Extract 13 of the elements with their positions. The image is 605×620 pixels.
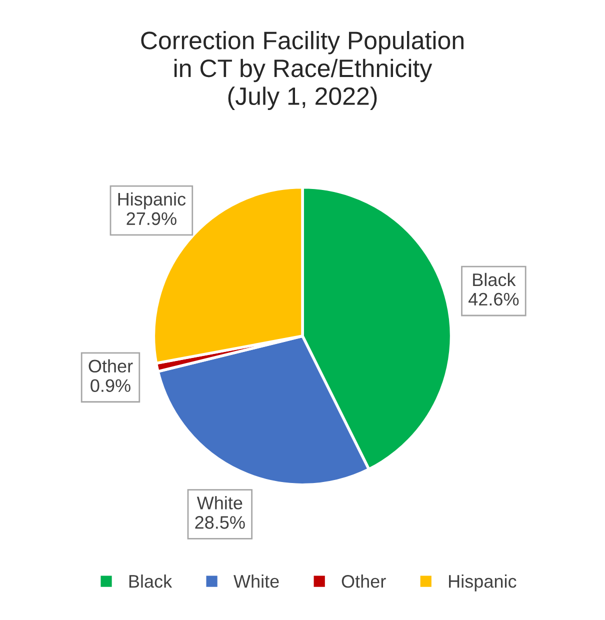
legend-label: Other	[342, 574, 386, 588]
slice-label: Hispanic	[118, 192, 186, 210]
chart-title: Correction Facility Population in CT by Race/Ethnicity (July 1, 2022)	[141, 31, 464, 110]
legend-label: White	[234, 574, 279, 588]
data-label: 27.9%	[126, 212, 176, 226]
data-label: 0.9%	[90, 379, 130, 392]
slice-label: Black	[473, 272, 516, 286]
data-label: 42.6%	[468, 292, 519, 306]
slice-label: White	[196, 496, 242, 510]
legend-label: Black	[129, 574, 172, 588]
data-label: 28.5%	[195, 516, 245, 529]
legend-label: Hispanic	[449, 574, 516, 592]
slice-label: Other	[88, 359, 133, 373]
